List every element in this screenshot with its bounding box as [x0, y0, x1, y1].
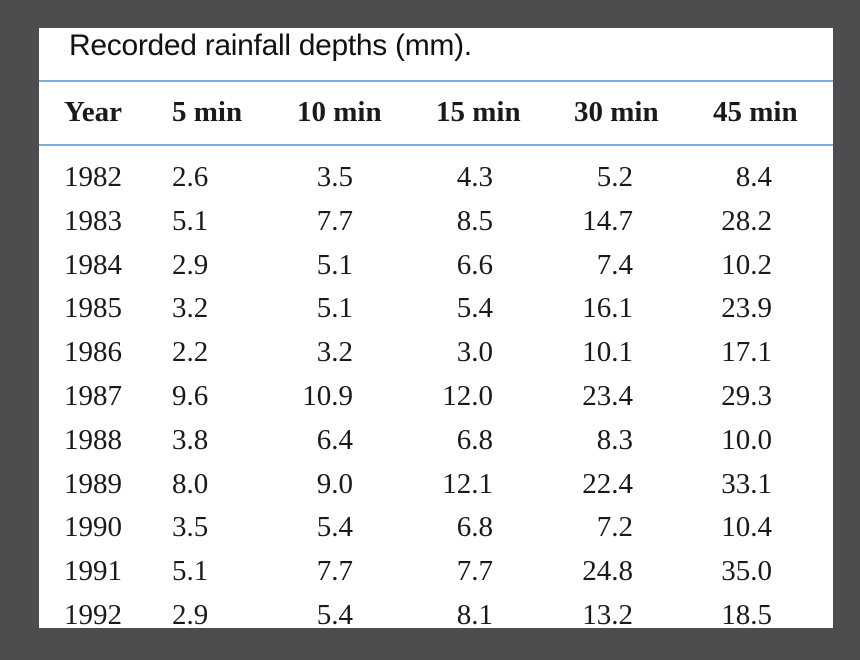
cell-10-min: 6.4 [316, 424, 353, 456]
cell-30-min: 13.2 [582, 599, 633, 628]
cell-10-min: 5.4 [316, 599, 353, 628]
cell-10-min: 3.2 [316, 336, 353, 368]
cell-10-min: 7.7 [316, 555, 353, 587]
cell-5-min: 5.1 [172, 205, 209, 237]
cell-45-min: 10.4 [721, 511, 772, 543]
cell-30-min: 14.7 [582, 205, 633, 237]
cell-15-min: 6.8 [456, 511, 493, 543]
cell-year: 1991 [64, 555, 122, 587]
cell-15-min: 3.0 [456, 336, 493, 368]
cell-15-min: 6.8 [456, 424, 493, 456]
cell-45-min: 35.0 [721, 555, 772, 587]
cell-45-min: 33.1 [721, 468, 772, 500]
cell-5-min: 9.6 [172, 380, 209, 412]
cell-year: 1992 [64, 599, 122, 628]
cell-30-min: 24.8 [582, 555, 633, 587]
cell-5-min: 8.0 [172, 468, 209, 500]
cell-30-min: 23.4 [582, 380, 633, 412]
cell-45-min: 23.9 [721, 292, 772, 324]
cell-year: 1988 [64, 424, 122, 456]
cell-year: 1984 [64, 249, 122, 281]
cell-year: 1985 [64, 292, 122, 324]
header-5-min: 5 min [172, 96, 243, 128]
header-45-min: 45 min [713, 96, 798, 128]
cell-year: 1986 [64, 336, 122, 368]
cell-year: 1989 [64, 468, 122, 500]
header-30-min: 30 min [574, 96, 659, 128]
cell-10-min: 5.4 [316, 511, 353, 543]
cell-45-min: 10.0 [721, 424, 772, 456]
cell-15-min: 6.6 [456, 249, 493, 281]
cell-5-min: 2.6 [172, 161, 209, 193]
header-10-min: 10 min [297, 96, 382, 128]
cell-45-min: 28.2 [721, 205, 772, 237]
cell-45-min: 29.3 [721, 380, 772, 412]
cell-5-min: 2.2 [172, 336, 209, 368]
cell-15-min: 8.5 [456, 205, 493, 237]
cell-45-min: 10.2 [721, 249, 772, 281]
cell-5-min: 5.1 [172, 555, 209, 587]
cell-45-min: 8.4 [735, 161, 772, 193]
cell-15-min: 4.3 [456, 161, 493, 193]
cell-15-min: 12.1 [442, 468, 493, 500]
cell-5-min: 3.8 [172, 424, 209, 456]
cell-year: 1987 [64, 380, 122, 412]
cell-10-min: 3.5 [316, 161, 353, 193]
table-sheet: Recorded rainfall depths (mm). Year 5 mi… [39, 28, 833, 628]
cell-30-min: 5.2 [596, 161, 633, 193]
cell-45-min: 17.1 [721, 336, 772, 368]
cell-30-min: 22.4 [582, 468, 633, 500]
cell-30-min: 7.2 [596, 511, 633, 543]
cell-5-min: 3.2 [172, 292, 209, 324]
cell-15-min: 12.0 [442, 380, 493, 412]
cell-10-min: 10.9 [302, 380, 353, 412]
cell-year: 1982 [64, 161, 122, 193]
cell-30-min: 8.3 [596, 424, 633, 456]
cell-15-min: 5.4 [456, 292, 493, 324]
cell-5-min: 3.5 [172, 511, 209, 543]
header-year: Year [64, 96, 122, 128]
cell-30-min: 16.1 [582, 292, 633, 324]
cell-year: 1990 [64, 511, 122, 543]
cell-year: 1983 [64, 205, 122, 237]
cell-15-min: 8.1 [456, 599, 493, 628]
cell-5-min: 2.9 [172, 249, 209, 281]
table-title: Recorded rainfall depths (mm). [69, 29, 472, 62]
cell-10-min: 7.7 [316, 205, 353, 237]
cell-30-min: 7.4 [596, 249, 633, 281]
cell-45-min: 18.5 [721, 599, 772, 628]
cell-30-min: 10.1 [582, 336, 633, 368]
cell-5-min: 2.9 [172, 599, 209, 628]
top-rule [39, 80, 833, 82]
cell-10-min: 9.0 [316, 468, 353, 500]
cell-10-min: 5.1 [316, 292, 353, 324]
header-rule [39, 144, 833, 146]
cell-15-min: 7.7 [456, 555, 493, 587]
header-15-min: 15 min [436, 96, 521, 128]
cell-10-min: 5.1 [316, 249, 353, 281]
